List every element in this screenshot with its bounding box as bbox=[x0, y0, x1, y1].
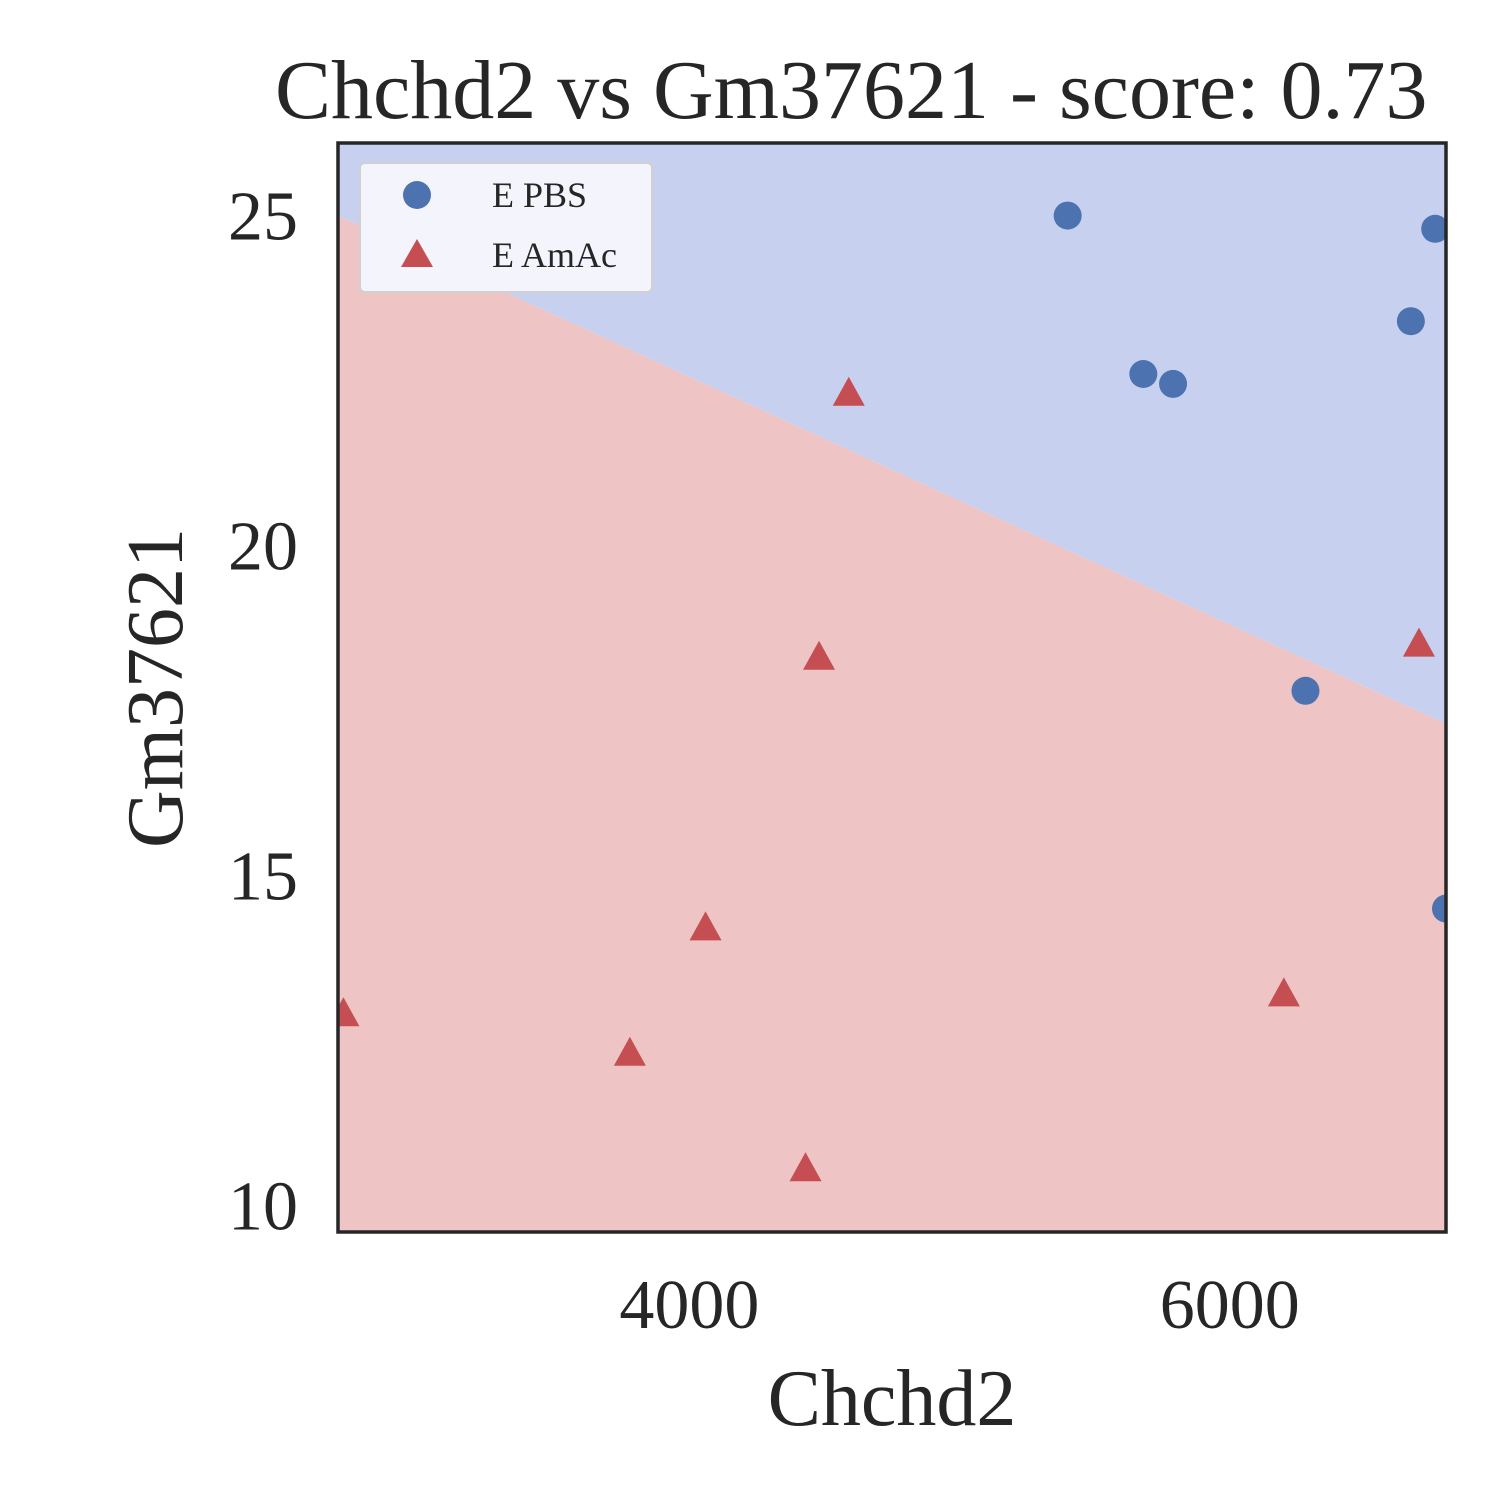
decision-region-lower bbox=[338, 215, 1446, 1232]
chart-title: Chchd2 vs Gm37621 - score: 0.73 bbox=[275, 44, 1428, 137]
point-e-pbs-4 bbox=[1159, 369, 1188, 398]
point-e-amac-4 bbox=[1267, 977, 1300, 1007]
point-e-amac-5 bbox=[338, 997, 360, 1027]
legend-label-e-pbs: E PBS bbox=[492, 175, 587, 215]
legend-label-e-amac: E AmAc bbox=[492, 235, 617, 275]
x-tick-label: 6000 bbox=[1160, 1267, 1300, 1344]
x-axis-ticks: 4000 6000 bbox=[619, 1267, 1299, 1344]
y-tick-label: 10 bbox=[228, 1169, 298, 1246]
legend-box bbox=[359, 162, 653, 293]
point-e-amac-3 bbox=[689, 911, 722, 941]
point-e-amac-1 bbox=[803, 640, 836, 670]
x-tick-label: 4000 bbox=[619, 1267, 759, 1344]
point-e-pbs-6 bbox=[1432, 894, 1446, 923]
y-axis-label: Gm37621 bbox=[112, 528, 200, 848]
point-e-pbs-1 bbox=[1421, 214, 1446, 243]
point-e-pbs-0 bbox=[1053, 201, 1082, 230]
x-axis-label: Chchd2 bbox=[768, 1355, 1017, 1443]
point-e-pbs-2 bbox=[1396, 307, 1425, 336]
point-e-pbs-5 bbox=[1291, 676, 1320, 705]
point-e-amac-0 bbox=[832, 376, 865, 406]
legend-marker-triangle bbox=[401, 239, 433, 267]
point-e-amac-7 bbox=[789, 1152, 822, 1182]
legend-marker-circle bbox=[403, 181, 431, 209]
point-e-amac-2 bbox=[1402, 627, 1435, 657]
point-e-amac-6 bbox=[613, 1036, 646, 1066]
y-axis-ticks: 10 15 20 25 bbox=[228, 179, 298, 1246]
y-tick-label: 25 bbox=[228, 179, 298, 256]
data-points bbox=[338, 201, 1446, 1182]
point-e-pbs-3 bbox=[1129, 360, 1158, 388]
y-tick-label: 20 bbox=[228, 509, 298, 586]
y-tick-label: 15 bbox=[228, 839, 298, 916]
legend: E PBS E AmAc bbox=[359, 162, 653, 293]
plot-background bbox=[338, 143, 1446, 1232]
plot-frame bbox=[336, 141, 1448, 1234]
